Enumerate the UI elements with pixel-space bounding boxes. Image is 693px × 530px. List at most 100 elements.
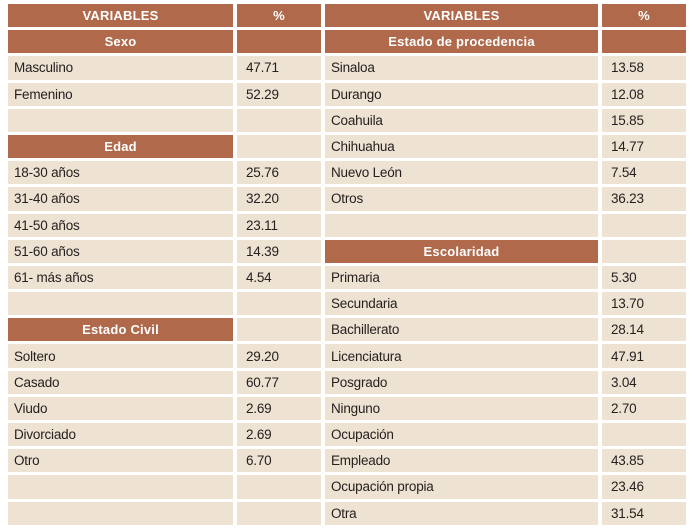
- table-row: 41-50 años 23.11: [8, 213, 321, 237]
- section-header-row: Sexo: [8, 30, 321, 54]
- variable-label-cell: Ninguno: [325, 396, 598, 420]
- section-percent-cell: [237, 134, 321, 159]
- section-title-cell: Estado de procedencia: [325, 30, 598, 54]
- empty-row: [8, 108, 321, 132]
- section-header-row: Estado de procedencia: [325, 30, 686, 54]
- empty-label-cell: [8, 475, 233, 499]
- empty-row: [8, 292, 321, 316]
- percent-value-cell: 31.54: [602, 501, 686, 525]
- table-row: Ninguno 2.70: [325, 396, 686, 420]
- variable-label-cell: Secundaria: [325, 292, 598, 316]
- variable-label-cell: 18-30 años: [8, 161, 233, 185]
- table-row: Viudo 2.69: [8, 396, 321, 420]
- percent-value-cell: 3.04: [602, 370, 686, 394]
- empty-label-cell: [8, 108, 233, 132]
- table-row: Ocupación propia 23.46: [325, 475, 686, 499]
- variable-label-cell: Primaria: [325, 265, 598, 290]
- variable-label-cell: Viudo: [8, 396, 233, 420]
- variable-label-cell: Ocupación propia: [325, 475, 598, 499]
- empty-value-cell: [602, 213, 686, 237]
- percent-value-cell: 2.69: [237, 423, 321, 447]
- section-header-row: Edad: [8, 134, 321, 159]
- percent-value-cell: [602, 423, 686, 447]
- section-header-row: Estado Civil: [8, 318, 321, 342]
- percent-value-cell: 47.71: [237, 56, 321, 80]
- variable-label-cell: 31-40 años: [8, 187, 233, 211]
- table-row: Bachillerato 28.14: [325, 318, 686, 342]
- percent-value-cell: 47.91: [602, 344, 686, 368]
- section-title-cell: Sexo: [8, 30, 233, 54]
- variable-label-cell: Otra: [325, 501, 598, 525]
- table-row: Coahuila 15.85: [325, 108, 686, 132]
- variable-label-cell: Ocupación: [325, 423, 598, 447]
- table-row: 18-30 años 25.76: [8, 161, 321, 185]
- column-header-variables: VARIABLES: [325, 4, 598, 28]
- percent-value-cell: 5.30: [602, 265, 686, 290]
- percent-value-cell: 23.11: [237, 213, 321, 237]
- table-row: Durango 12.08: [325, 82, 686, 106]
- section-header-row: Escolaridad: [325, 239, 686, 263]
- empty-label-cell: [8, 292, 233, 316]
- table-row: Sinaloa 13.58: [325, 56, 686, 80]
- variable-label-cell: Soltero: [8, 344, 233, 368]
- percent-value-cell: 29.20: [237, 344, 321, 368]
- empty-row: [8, 475, 321, 499]
- variable-label-cell: Otro: [8, 449, 233, 473]
- column-header-percent: %: [602, 4, 686, 28]
- variable-label-cell: Femenino: [8, 82, 233, 106]
- variable-label-cell: Coahuila: [325, 108, 598, 132]
- variable-label-cell: Divorciado: [8, 423, 233, 447]
- percent-value-cell: 60.77: [237, 370, 321, 394]
- empty-value-cell: [237, 108, 321, 132]
- percent-value-cell: 6.70: [237, 449, 321, 473]
- variables-table-right: VARIABLES% Estado de procedencia Sinaloa 13…: [325, 4, 686, 528]
- empty-label-cell: [325, 213, 598, 237]
- column-header-percent: %: [237, 4, 321, 28]
- table-row: Ocupación: [325, 423, 686, 447]
- variable-label-cell: Bachillerato: [325, 318, 598, 342]
- percent-value-cell: 15.85: [602, 108, 686, 132]
- section-title-cell: Escolaridad: [325, 239, 598, 263]
- variable-label-cell: Durango: [325, 82, 598, 106]
- variable-label-cell: Nuevo León: [325, 161, 598, 185]
- percent-value-cell: 28.14: [602, 318, 686, 342]
- table-row: Licenciatura 47.91: [325, 344, 686, 368]
- percent-value-cell: 43.85: [602, 449, 686, 473]
- empty-label-cell: [8, 501, 233, 525]
- variable-label-cell: Licenciatura: [325, 344, 598, 368]
- section-percent-cell: [237, 318, 321, 342]
- table-row: Otra 31.54: [325, 501, 686, 525]
- section-title-cell: Estado Civil: [8, 318, 233, 342]
- section-percent-cell: [602, 30, 686, 54]
- empty-row: [325, 213, 686, 237]
- percent-value-cell: 23.46: [602, 475, 686, 499]
- percent-value-cell: 14.77: [602, 134, 686, 159]
- table-row: Casado 60.77: [8, 370, 321, 394]
- section-percent-cell: [602, 239, 686, 263]
- table-row: Otros 36.23: [325, 187, 686, 211]
- variable-label-cell: Casado: [8, 370, 233, 394]
- empty-row: [8, 501, 321, 525]
- percent-value-cell: 2.69: [237, 396, 321, 420]
- table-row: Otro 6.70: [8, 449, 321, 473]
- variable-label-cell: Posgrado: [325, 370, 598, 394]
- percent-value-cell: 4.54: [237, 265, 321, 290]
- table-row: 61- más años 4.54: [8, 265, 321, 290]
- percent-value-cell: 52.29: [237, 82, 321, 106]
- table-row: Chihuahua 14.77: [325, 134, 686, 159]
- section-percent-cell: [237, 30, 321, 54]
- empty-value-cell: [237, 501, 321, 525]
- empty-value-cell: [237, 475, 321, 499]
- empty-value-cell: [237, 292, 321, 316]
- variable-label-cell: 61- más años: [8, 265, 233, 290]
- column-header-row: VARIABLES%: [8, 4, 321, 28]
- percent-value-cell: 25.76: [237, 161, 321, 185]
- percent-value-cell: 13.58: [602, 56, 686, 80]
- variable-label-cell: Empleado: [325, 449, 598, 473]
- table-row: Divorciado 2.69: [8, 423, 321, 447]
- table-row: 31-40 años 32.20: [8, 187, 321, 211]
- percent-value-cell: 14.39: [237, 239, 321, 263]
- percent-value-cell: 12.08: [602, 82, 686, 106]
- percent-value-cell: 7.54: [602, 161, 686, 185]
